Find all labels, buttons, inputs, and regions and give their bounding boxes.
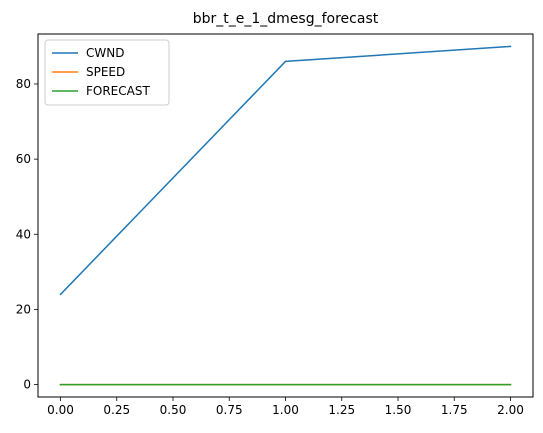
x-tick-label: 0.00 xyxy=(47,403,74,417)
plot-lines xyxy=(59,45,512,386)
y-tick-label: 40 xyxy=(16,227,31,241)
x-tick-label: 1.00 xyxy=(272,403,299,417)
x-tick-label: 1.50 xyxy=(385,403,412,417)
legend-label-speed: SPEED xyxy=(86,65,125,79)
legend: CWND SPEED FORECAST xyxy=(44,39,170,106)
y-tick-label: 80 xyxy=(16,77,31,91)
x-tick-label: 2.00 xyxy=(497,403,524,417)
legend-label-cwnd: CWND xyxy=(86,46,124,60)
legend-box xyxy=(44,39,170,106)
x-tick-label: 1.25 xyxy=(328,403,355,417)
y-tick-label: 20 xyxy=(16,302,31,316)
y-tick-label: 60 xyxy=(16,152,31,166)
legend-label-forecast: FORECAST xyxy=(86,84,150,98)
x-axis: 0.00 0.25 0.50 0.75 1.00 1.25 1.50 1.75 2.00 xyxy=(47,397,524,417)
x-tick-label: 0.50 xyxy=(160,403,187,417)
x-tick-label: 0.25 xyxy=(103,403,130,417)
series-line-cwnd xyxy=(59,45,512,296)
x-tick-label: 0.75 xyxy=(216,403,243,417)
y-axis: 0 20 40 60 80 xyxy=(16,77,38,392)
y-tick-label: 0 xyxy=(23,378,31,392)
x-tick-label: 1.75 xyxy=(441,403,468,417)
chart-title: bbr_t_e_1_dmesg_forecast xyxy=(193,11,379,27)
